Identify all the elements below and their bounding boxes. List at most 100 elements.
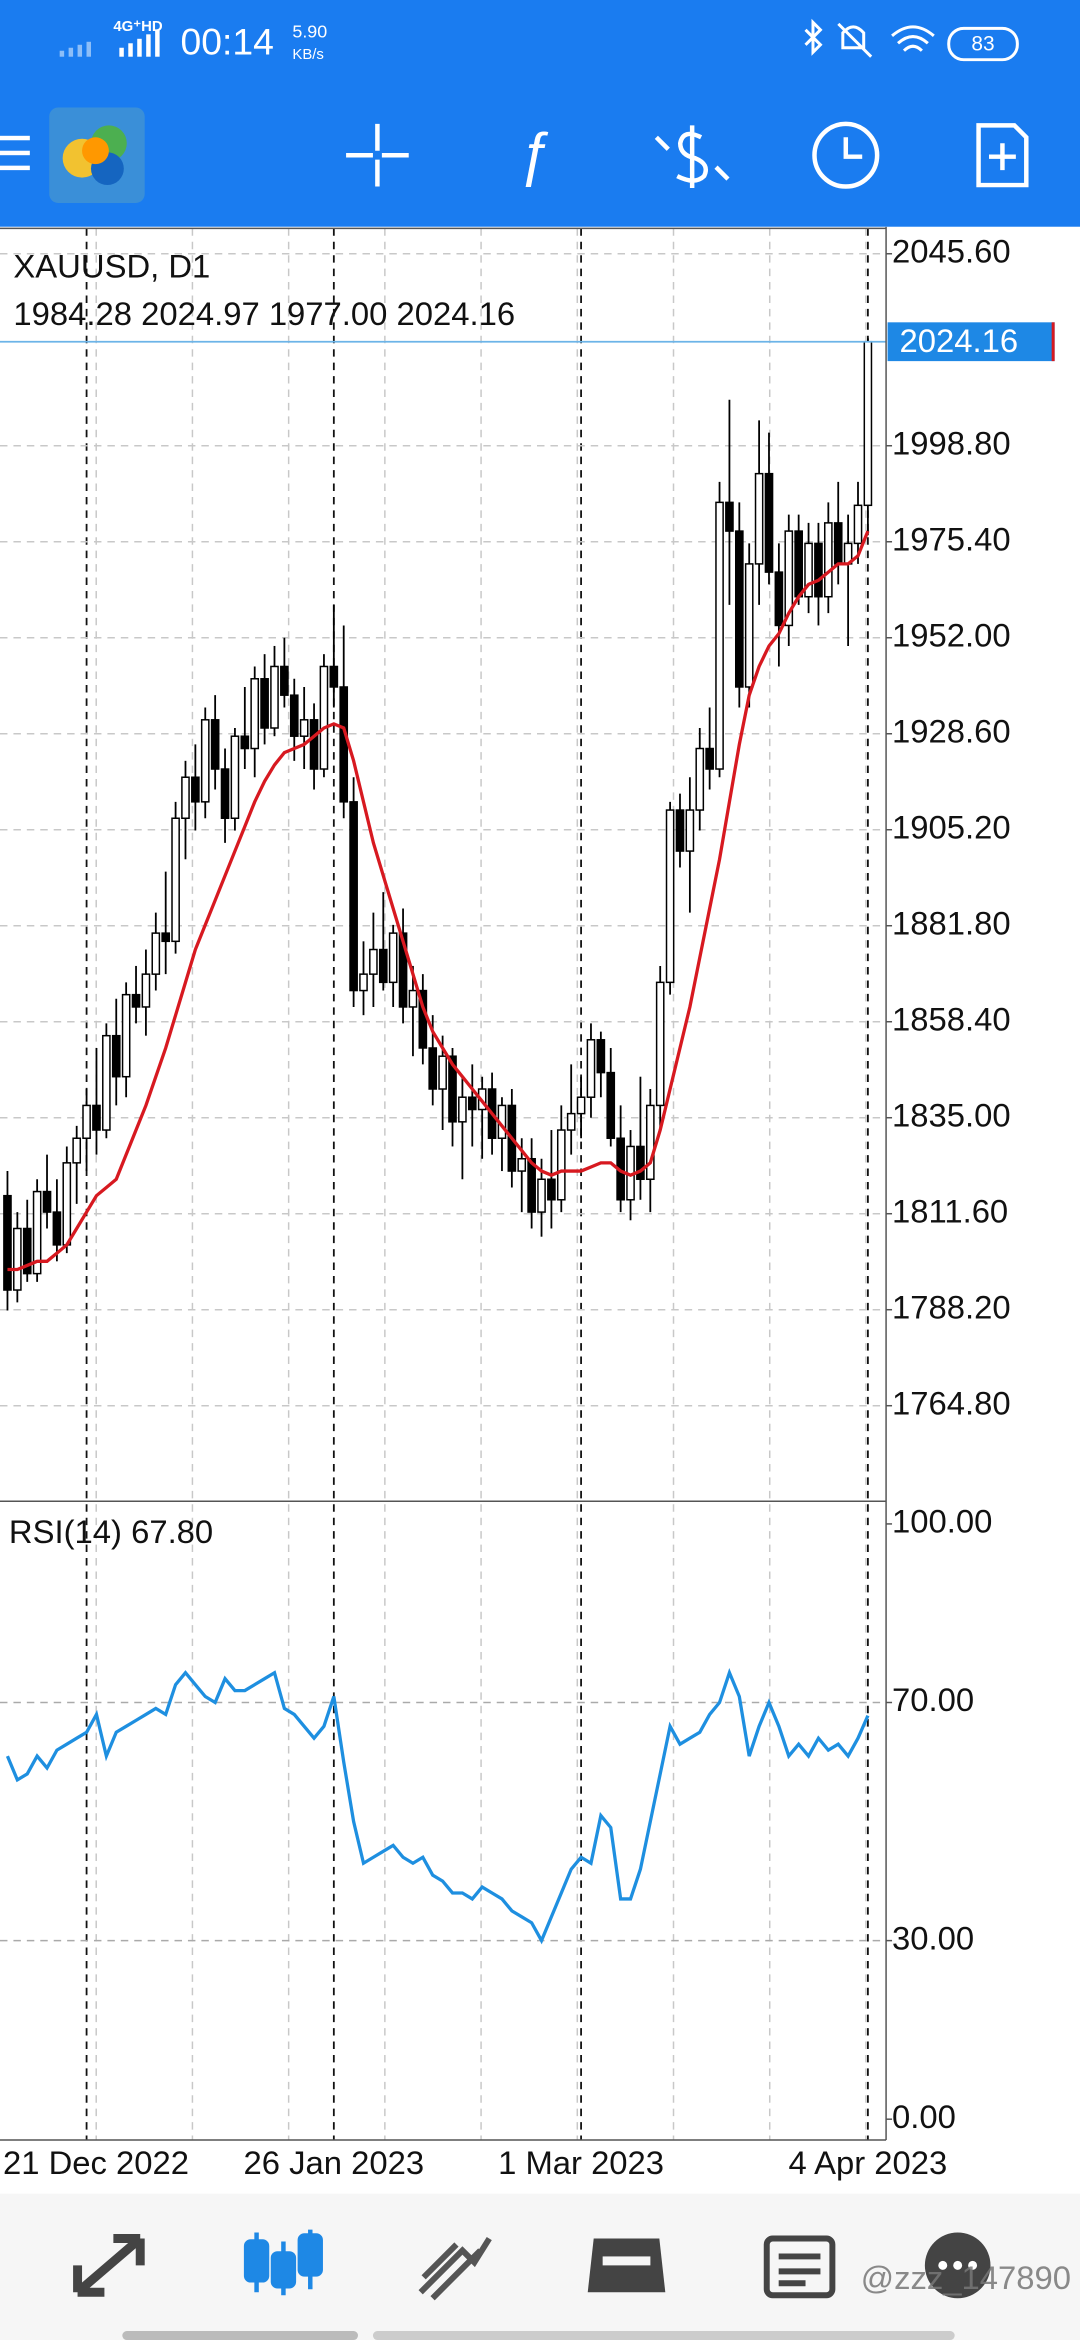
- rsi-line: [5, 1668, 870, 1945]
- candle-body: [438, 1055, 447, 1090]
- app-header: [0, 0, 1080, 227]
- candle-body: [220, 768, 230, 819]
- y-tick-label: 1858.40: [892, 1000, 1011, 1037]
- new-order-button[interactable]: [976, 123, 1029, 188]
- candle-body: [527, 1158, 536, 1213]
- nav-quotes[interactable]: [73, 2234, 145, 2297]
- candle-body: [22, 1227, 32, 1275]
- candle-body: [833, 522, 843, 565]
- candle-body: [72, 1137, 82, 1164]
- candle-body: [299, 719, 309, 737]
- ohlc-info: 1984.28 2024.97 1977.00 2024.16: [13, 295, 515, 332]
- candle-body: [349, 801, 358, 992]
- moving-average: [7, 530, 870, 1272]
- nav-trade[interactable]: [418, 2236, 492, 2301]
- battery: [947, 26, 1019, 62]
- candle-body: [566, 1112, 576, 1131]
- y-tick-label: 1788.20: [892, 1288, 1011, 1325]
- candle-body: [161, 932, 171, 943]
- candle-body: [181, 776, 190, 819]
- nav-history[interactable]: [587, 2238, 666, 2293]
- candle-body: [537, 1178, 546, 1213]
- y-tick-label: 1975.40: [892, 520, 1011, 557]
- y-tick-label: 1928.60: [892, 712, 1011, 749]
- network-type: 4G⁺HD: [113, 18, 163, 35]
- candle-body: [111, 1034, 121, 1078]
- candle-body: [260, 678, 269, 729]
- candle-body: [82, 1104, 91, 1139]
- candle-body: [270, 665, 279, 729]
- y-tick-label: 1811.60: [892, 1192, 1008, 1229]
- y-tick-label: 1905.20: [892, 808, 1011, 845]
- candle-body: [695, 747, 705, 811]
- candle-body: [102, 1034, 111, 1131]
- y-tick-label: 2045.60: [892, 232, 1011, 269]
- candle-body: [171, 817, 180, 943]
- candle-body: [576, 1096, 586, 1115]
- candle-body: [428, 1047, 438, 1090]
- chart-area: [0, 228, 887, 2141]
- nav-news[interactable]: [763, 2235, 836, 2299]
- candle-body: [3, 1194, 12, 1291]
- status-icons: [804, 18, 935, 58]
- candle-body: [774, 571, 784, 627]
- gesture-bar: [372, 2331, 955, 2340]
- y-tick-label: 0.00: [892, 2098, 956, 2135]
- net-speed-unit: KB/s: [292, 46, 323, 63]
- x-tick-label: 1 Mar 2023: [498, 2144, 664, 2181]
- y-tick-label: 1881.80: [892, 904, 1011, 941]
- candle-body: [151, 932, 161, 975]
- y-tick-label: 1952.00: [892, 616, 1011, 653]
- candle-body: [754, 472, 764, 565]
- current-price-label: 2024.16: [900, 322, 1019, 359]
- candle-body: [655, 981, 665, 1107]
- candle-body: [388, 932, 398, 984]
- candle-body: [784, 530, 794, 627]
- timeframe-button[interactable]: [812, 121, 880, 189]
- candle-body: [398, 932, 408, 1008]
- candle-body: [794, 530, 803, 598]
- candle-body: [467, 1096, 477, 1111]
- candle-body: [378, 948, 388, 984]
- nav-chart[interactable]: [243, 2229, 323, 2296]
- y-tick-label: 70.00: [892, 1681, 974, 1718]
- menu-button[interactable]: [0, 135, 30, 171]
- candle-body: [596, 1039, 606, 1074]
- candle-body: [210, 719, 220, 770]
- candle-body: [804, 542, 813, 598]
- indicators-button[interactable]: ƒ: [517, 120, 550, 187]
- candle-body: [744, 563, 754, 688]
- net-speed: 5.90: [292, 22, 327, 42]
- candle-body: [448, 1055, 457, 1123]
- y-tick-label: 1998.80: [892, 424, 1011, 461]
- candle-body: [62, 1162, 72, 1246]
- candle-body: [734, 530, 744, 688]
- candle-body: [121, 993, 131, 1078]
- signal-icon: [59, 29, 160, 57]
- app-logo[interactable]: [49, 107, 145, 203]
- trade-button[interactable]: [654, 125, 730, 189]
- candle-body: [141, 973, 151, 1008]
- candle-body: [32, 1190, 42, 1275]
- battery-level: 83: [971, 32, 994, 55]
- bottom-nav: [0, 2193, 1080, 2340]
- candle-body: [824, 522, 833, 598]
- candle-body: [814, 542, 823, 598]
- candle-body: [289, 694, 299, 737]
- y-tick-label: 1764.80: [892, 1384, 1011, 1421]
- candle-body: [240, 735, 250, 750]
- candle-body: [408, 989, 418, 1008]
- candle-body: [329, 665, 339, 688]
- candle-body: [586, 1039, 596, 1098]
- candle-body: [517, 1158, 527, 1172]
- crosshair-button[interactable]: [346, 123, 409, 187]
- candle-body: [369, 948, 378, 975]
- nav-messages[interactable]: [924, 2232, 991, 2299]
- candle-body: [715, 501, 724, 770]
- candle-body: [547, 1178, 556, 1201]
- candle-body: [863, 340, 873, 507]
- candle-body: [685, 809, 695, 852]
- candle-body: [675, 809, 685, 852]
- x-tick-label: 4 Apr 2023: [789, 2144, 948, 2181]
